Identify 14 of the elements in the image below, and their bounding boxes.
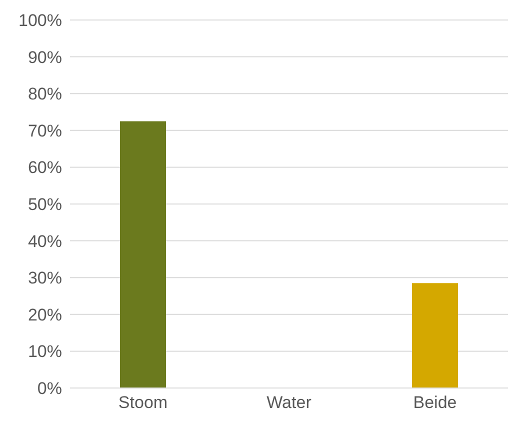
- y-tick-label: 100%: [18, 11, 62, 30]
- y-tick-label: 80%: [28, 84, 62, 104]
- y-tick-label: 90%: [28, 48, 62, 67]
- x-tick-label: Beide: [413, 393, 457, 412]
- x-tick-label: Water: [266, 393, 312, 412]
- y-tick-label: 10%: [28, 342, 62, 362]
- y-tick-label: 40%: [28, 232, 62, 251]
- y-tick-label: 70%: [28, 121, 62, 140]
- y-tick-label: 0%: [37, 379, 62, 398]
- y-tick-label: 30%: [28, 268, 62, 288]
- y-tick-label: 60%: [28, 158, 62, 178]
- x-tick-label: Stoom: [118, 393, 168, 412]
- y-tick-label: 50%: [28, 195, 62, 214]
- y-tick-label: 20%: [28, 305, 62, 324]
